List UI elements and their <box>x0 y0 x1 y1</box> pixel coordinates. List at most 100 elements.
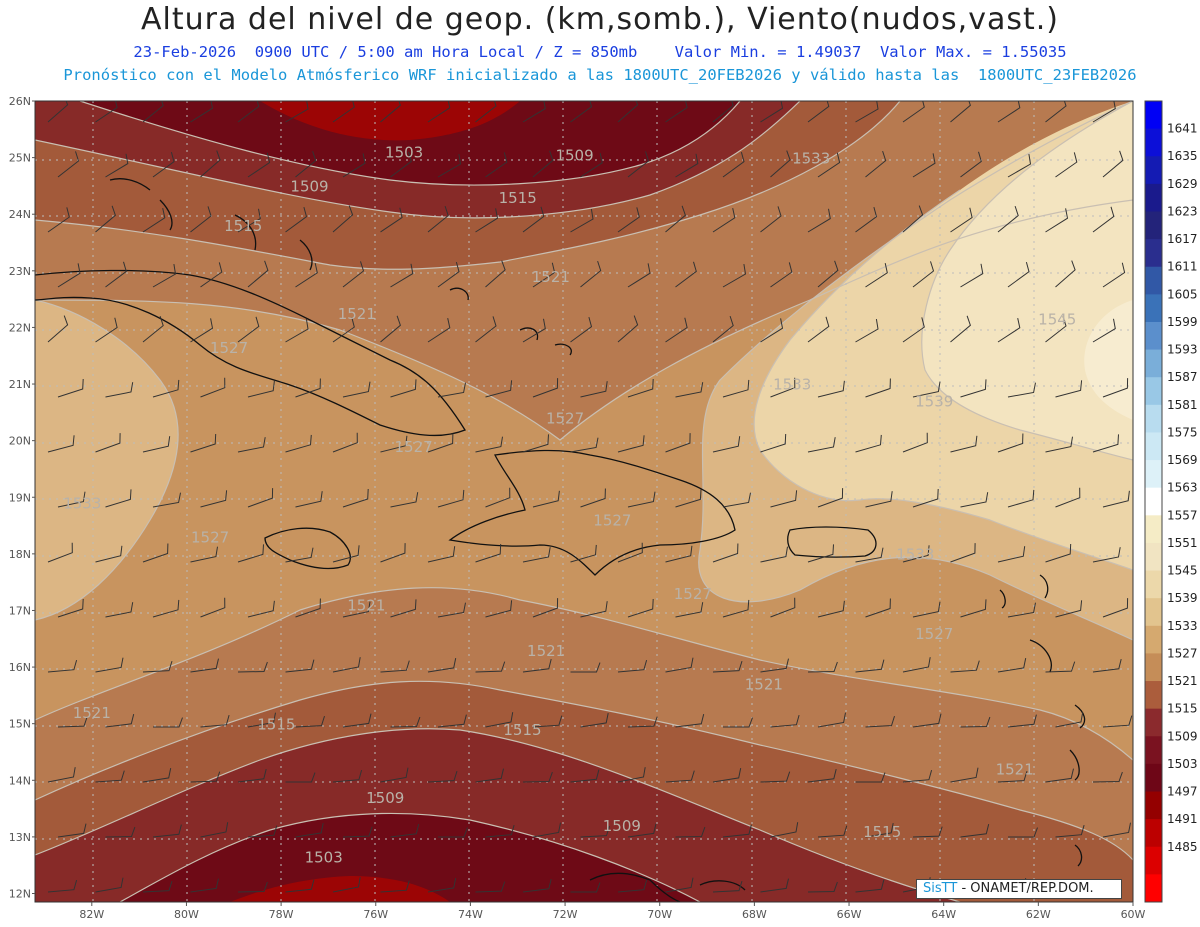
wind-barb <box>190 433 217 453</box>
colorbar-label: 1629 <box>1167 177 1198 191</box>
contour-lines <box>35 101 1133 902</box>
wind-barb <box>200 377 226 398</box>
wind-barb <box>902 657 931 673</box>
wind-barb <box>950 315 971 343</box>
wind-barb <box>47 101 69 123</box>
wind-barb <box>95 205 116 233</box>
wind-barb <box>105 382 134 398</box>
wind-barb <box>427 878 457 893</box>
wind-barb <box>380 101 401 123</box>
wind-barb <box>200 262 223 288</box>
wind-barb <box>285 206 308 233</box>
wind-barb <box>332 101 355 123</box>
wind-barb <box>475 768 504 783</box>
colorbar-label: 1491 <box>1167 812 1198 826</box>
contour-label: 1527 <box>593 512 631 530</box>
wind-barb <box>770 377 796 398</box>
wind-barb <box>865 262 888 288</box>
wind-barb <box>437 489 465 508</box>
wind-barb <box>332 317 355 343</box>
wind-barb <box>570 662 601 673</box>
wind-barb <box>570 882 601 893</box>
wind-barb <box>380 207 403 233</box>
colorbar-label: 1563 <box>1167 481 1198 495</box>
wind-barb <box>950 543 976 563</box>
wind-barb <box>760 771 791 783</box>
wind-barb <box>57 263 81 288</box>
colorbar-swatch <box>1145 681 1162 710</box>
contour-label: 1509 <box>603 817 641 835</box>
wind-barb <box>285 434 312 453</box>
wind-barb <box>912 713 942 728</box>
colorbar-label: 1509 <box>1167 729 1198 743</box>
wind-barb <box>342 601 371 618</box>
wind-barb <box>237 208 261 233</box>
wind-barb <box>580 825 610 838</box>
wind-barb <box>142 101 164 123</box>
wind-barb <box>427 658 457 673</box>
wind-barb <box>712 768 742 783</box>
wind-barb <box>390 263 414 288</box>
colorbar-label: 1587 <box>1167 370 1198 384</box>
wind-barb <box>817 488 844 508</box>
wind-barb <box>190 546 218 563</box>
lon-label: 66W <box>837 908 862 921</box>
wind-barb <box>723 717 753 728</box>
wind-barb <box>617 879 648 893</box>
wind-barb <box>1102 598 1129 618</box>
wind-barb <box>1055 260 1076 288</box>
wind-barb <box>295 715 325 728</box>
wind-barb <box>247 152 271 178</box>
contour-label: 1527 <box>395 438 433 456</box>
sistt-brand: SisTT <box>923 881 958 896</box>
lat-label: 23N <box>9 265 31 278</box>
wind-barb <box>902 205 924 233</box>
cuba-coastline <box>35 269 466 437</box>
wind-barb <box>285 659 315 673</box>
wind-barb <box>580 601 608 618</box>
colorbar-label: 1485 <box>1167 840 1198 854</box>
wind-barb <box>390 823 420 838</box>
wind-barb <box>380 767 409 783</box>
wind-barb <box>295 491 323 508</box>
wind-barb <box>532 150 554 178</box>
contour-label: 1509 <box>290 178 328 196</box>
colorbar-swatch <box>1145 763 1162 793</box>
wind-barb <box>950 767 979 783</box>
wind-barb <box>1055 712 1084 728</box>
wind-barb <box>142 207 166 233</box>
contour-label: 1521 <box>347 596 385 614</box>
contour-label: 1545 <box>1038 311 1076 329</box>
contour-label: 1503 <box>385 144 423 162</box>
wind-barb <box>190 318 214 343</box>
wind-barb <box>332 769 363 783</box>
contour-label: 1527 <box>546 410 584 428</box>
wind-barb <box>105 826 136 838</box>
wind-barb <box>817 260 839 288</box>
wind-barb <box>855 206 878 233</box>
wind-barb <box>1045 316 1067 343</box>
wind-barb <box>47 207 70 233</box>
wind-barb <box>855 319 879 343</box>
wind-barb <box>153 717 183 728</box>
wind-barb <box>95 433 121 453</box>
colorbar-label: 1617 <box>1167 232 1198 246</box>
contour-label: 1527 <box>191 529 229 547</box>
wind-barb <box>342 488 369 508</box>
wind-barb <box>997 317 1021 343</box>
colorbar-swatch <box>1145 239 1162 268</box>
wind-barb <box>152 379 180 398</box>
wind-barb <box>807 881 838 893</box>
wind-barb <box>722 492 751 508</box>
colorbar-label: 1533 <box>1167 619 1198 633</box>
contour-label: 1527 <box>674 585 712 603</box>
wind-barb <box>997 205 1019 233</box>
wind-barb <box>427 546 456 563</box>
wind-barb <box>285 101 309 123</box>
wind-barb <box>1092 771 1123 783</box>
wind-barb <box>47 659 78 673</box>
wind-barb <box>760 878 789 893</box>
wind-barb <box>475 316 497 343</box>
wind-barb <box>95 101 118 123</box>
